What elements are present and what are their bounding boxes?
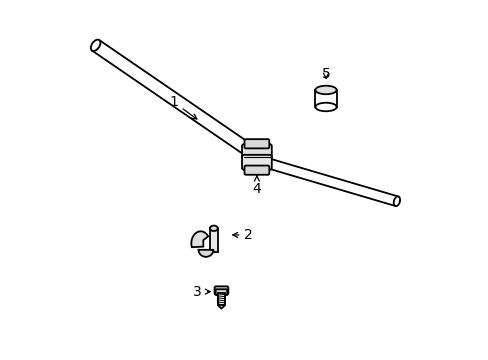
Ellipse shape xyxy=(315,86,336,94)
Polygon shape xyxy=(209,228,217,252)
Polygon shape xyxy=(217,293,225,305)
Ellipse shape xyxy=(255,156,262,165)
Ellipse shape xyxy=(393,197,399,206)
Text: 3: 3 xyxy=(193,285,210,299)
Polygon shape xyxy=(217,305,225,309)
FancyBboxPatch shape xyxy=(214,286,228,295)
Polygon shape xyxy=(191,231,208,247)
Text: 4: 4 xyxy=(252,176,261,196)
Polygon shape xyxy=(198,250,213,257)
Text: 5: 5 xyxy=(321,67,330,81)
FancyBboxPatch shape xyxy=(215,289,227,295)
FancyBboxPatch shape xyxy=(244,139,269,148)
Polygon shape xyxy=(315,90,336,107)
FancyBboxPatch shape xyxy=(244,166,269,175)
Ellipse shape xyxy=(253,151,263,163)
FancyBboxPatch shape xyxy=(242,144,271,159)
Ellipse shape xyxy=(209,226,217,231)
Ellipse shape xyxy=(91,40,100,51)
Ellipse shape xyxy=(315,103,336,111)
Polygon shape xyxy=(92,40,262,162)
Text: 2: 2 xyxy=(232,228,253,242)
FancyBboxPatch shape xyxy=(242,155,271,170)
Polygon shape xyxy=(257,156,398,206)
Text: 1: 1 xyxy=(169,95,197,119)
